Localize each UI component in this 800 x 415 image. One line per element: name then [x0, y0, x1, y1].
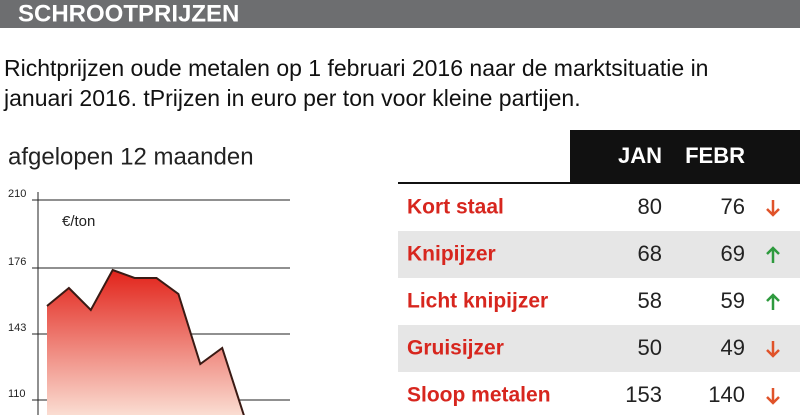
subtitle: januari 2016. tPrijzen in euro per ton v…	[3, 85, 581, 111]
cell: 80	[638, 194, 662, 219]
chart-title: afgelopen 12 maanden	[8, 143, 254, 170]
area	[47, 270, 244, 415]
line	[46, 268, 245, 415]
column-header: FEBR	[685, 143, 745, 168]
trend-arrow	[766, 200, 780, 217]
row-label: Sloop metalen	[407, 384, 551, 407]
y-tick-label: 143	[8, 322, 26, 334]
trend-arrow	[766, 388, 780, 405]
column-header: JAN	[618, 143, 662, 168]
y-tick-label: 210	[8, 188, 26, 200]
trend-arrow	[766, 246, 780, 263]
table-header-bar	[570, 130, 800, 183]
row-label: Licht knipijzer	[407, 290, 548, 313]
cell: 50	[638, 335, 662, 360]
row-band	[398, 325, 800, 372]
cell: 69	[721, 241, 745, 266]
cell: 68	[638, 241, 662, 266]
y-tick-label: 110	[8, 388, 26, 400]
unit-label: €/ton	[62, 213, 95, 230]
row-label: Gruisijzer	[407, 337, 504, 360]
cell: 58	[638, 288, 662, 313]
cell: 59	[721, 288, 745, 313]
trend-arrow	[766, 293, 780, 310]
header-title: SCHROOTPRIJZEN	[18, 0, 239, 27]
cell: 49	[721, 335, 745, 360]
row-label: Kort staal	[407, 196, 504, 219]
header-bar	[0, 0, 800, 28]
trend-arrow	[766, 341, 780, 358]
subtitle: Richtprijzen oude metalen op 1 februari …	[4, 55, 708, 81]
cell: 76	[721, 194, 745, 219]
cell: 153	[625, 382, 662, 407]
cell: 140	[708, 382, 745, 407]
row-band	[398, 231, 800, 278]
y-tick-label: 176	[8, 256, 26, 268]
row-label: Knipijzer	[407, 243, 496, 266]
